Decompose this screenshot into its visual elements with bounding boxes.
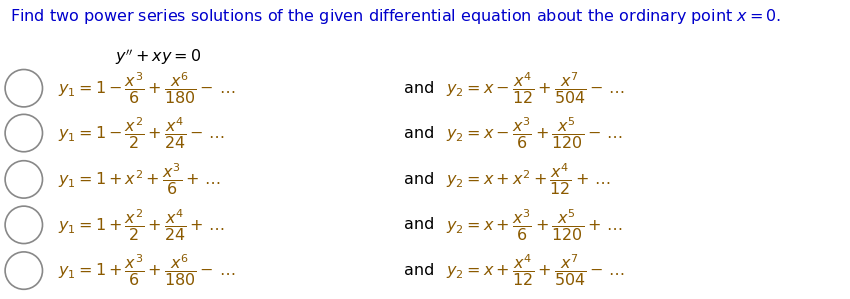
Text: and: and bbox=[404, 263, 434, 278]
Text: $y_2 = x - \dfrac{x^4}{12} + \dfrac{x^7}{504} - \,\ldots$: $y_2 = x - \dfrac{x^4}{12} + \dfrac{x^7}… bbox=[446, 70, 626, 106]
Text: $y_1 = 1 + \dfrac{x^2}{2} + \dfrac{x^4}{24} + \,\ldots$: $y_1 = 1 + \dfrac{x^2}{2} + \dfrac{x^4}{… bbox=[58, 207, 225, 243]
Text: and: and bbox=[404, 126, 434, 141]
Text: $y_1 = 1 + \dfrac{x^3}{6} + \dfrac{x^6}{180} - \,\ldots$: $y_1 = 1 + \dfrac{x^3}{6} + \dfrac{x^6}{… bbox=[58, 253, 235, 289]
Text: $y_1 = 1 - \dfrac{x^3}{6} + \dfrac{x^6}{180} - \,\ldots$: $y_1 = 1 - \dfrac{x^3}{6} + \dfrac{x^6}{… bbox=[58, 70, 235, 106]
Text: $y_2 = x + \dfrac{x^4}{12} + \dfrac{x^7}{504} - \,\ldots$: $y_2 = x + \dfrac{x^4}{12} + \dfrac{x^7}… bbox=[446, 253, 626, 289]
Text: Find two power series solutions of the given differential equation about the ord: Find two power series solutions of the g… bbox=[10, 7, 781, 27]
Text: and: and bbox=[404, 217, 434, 232]
Text: and: and bbox=[404, 81, 434, 96]
Text: and: and bbox=[404, 172, 434, 187]
Text: $y_2 = x - \dfrac{x^3}{6} + \dfrac{x^5}{120} - \,\ldots$: $y_2 = x - \dfrac{x^3}{6} + \dfrac{x^5}{… bbox=[446, 115, 623, 151]
Text: $y_1 = 1 - \dfrac{x^2}{2} + \dfrac{x^4}{24} - \,\ldots$: $y_1 = 1 - \dfrac{x^2}{2} + \dfrac{x^4}{… bbox=[58, 115, 225, 151]
Text: $y'' + xy = 0$: $y'' + xy = 0$ bbox=[115, 46, 201, 67]
Text: $y_1 = 1 + x^2 + \dfrac{x^3}{6} + \,\ldots$: $y_1 = 1 + x^2 + \dfrac{x^3}{6} + \,\ldo… bbox=[58, 161, 220, 197]
Text: $y_2 = x + x^2 + \dfrac{x^4}{12} + \,\ldots$: $y_2 = x + x^2 + \dfrac{x^4}{12} + \,\ld… bbox=[446, 161, 610, 197]
Text: $y_2 = x + \dfrac{x^3}{6} + \dfrac{x^5}{120} + \,\ldots$: $y_2 = x + \dfrac{x^3}{6} + \dfrac{x^5}{… bbox=[446, 207, 623, 243]
